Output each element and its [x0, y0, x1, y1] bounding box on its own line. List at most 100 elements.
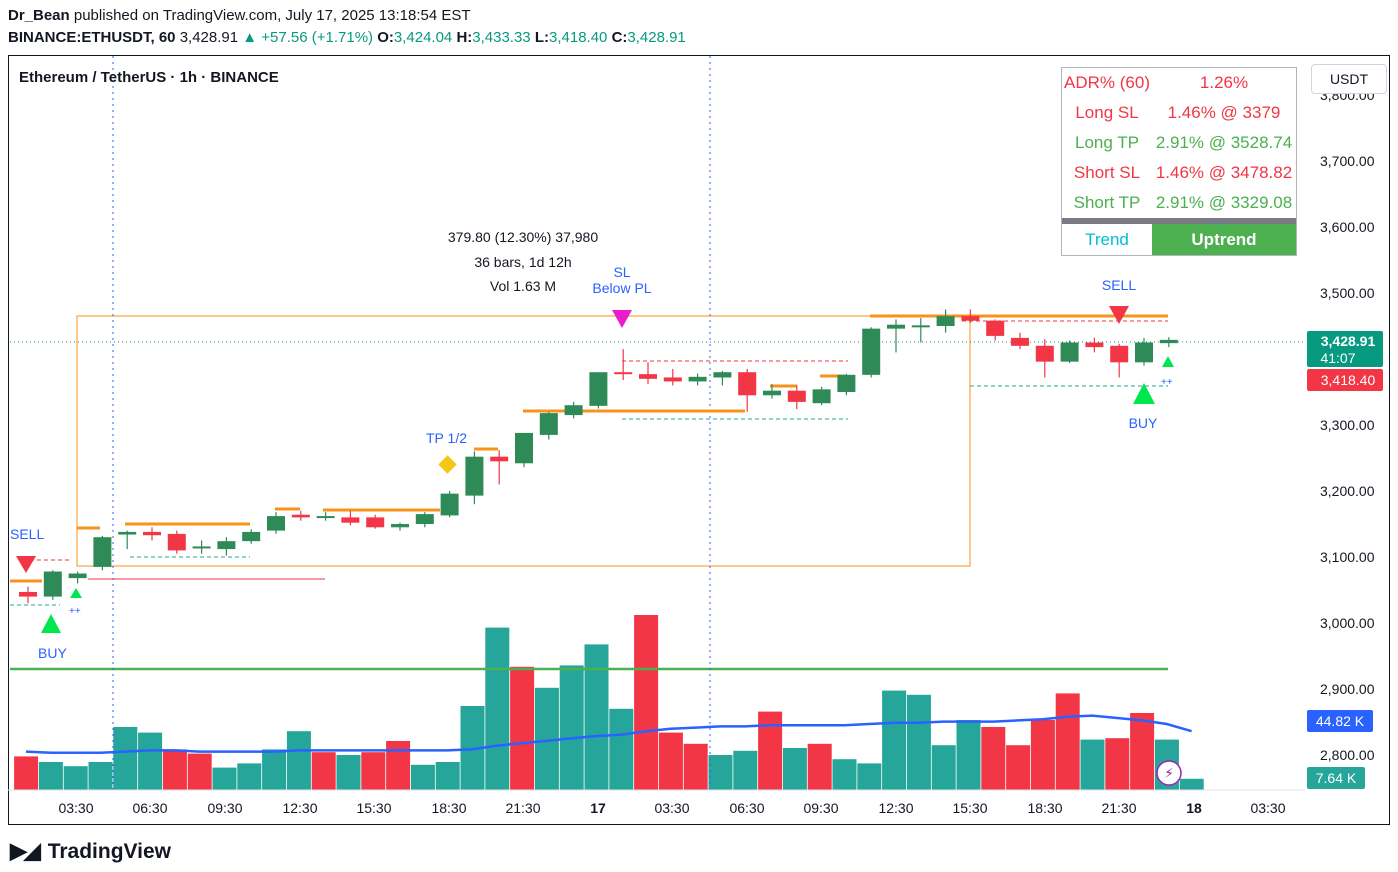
ohlc-line: BINANCE:ETHUSDT, 60 3,428.91 ▲ +57.56 (+… — [8, 29, 686, 46]
symbol-label: BINANCE:ETHUSDT, 60 — [8, 29, 176, 46]
long-sl-label: Long SL — [1075, 103, 1139, 122]
candle-body — [862, 328, 881, 375]
buy-signal-icon[interactable] — [41, 614, 61, 633]
x-tick-label: 17 — [590, 800, 606, 816]
candle-body — [564, 405, 583, 416]
candle-body — [242, 531, 261, 542]
candle-body — [688, 376, 707, 382]
candle-body — [738, 372, 757, 396]
candle-body — [19, 591, 37, 597]
volume-bar — [138, 732, 163, 790]
chart-frame[interactable] — [8, 55, 1390, 825]
vol-last-badge-value: 7.64 K — [1316, 770, 1357, 786]
sl-signal-icon[interactable] — [612, 310, 632, 328]
measure-box[interactable] — [76, 315, 971, 567]
tp-diamond-icon[interactable] — [438, 455, 457, 474]
sl-sublabel: Below PL — [592, 280, 651, 296]
volume-bar — [832, 759, 857, 790]
high-value: 3,433.33 — [472, 29, 531, 46]
volume-bar — [410, 764, 435, 790]
candle-body — [490, 456, 509, 462]
candle-body — [1085, 342, 1104, 348]
y-tick-label: 3,700.00 — [1320, 153, 1375, 169]
table-divider — [1062, 218, 1296, 224]
candle-body — [515, 432, 533, 464]
volume-bar — [634, 615, 659, 790]
sell-signal-icon[interactable] — [1109, 306, 1129, 324]
volume-bar — [1030, 720, 1055, 790]
volume-bar — [584, 644, 609, 790]
price-change: ▲ +57.56 (+1.71%) — [242, 29, 374, 46]
volume-bar — [758, 711, 783, 790]
x-tick-label: 03:30 — [654, 800, 689, 816]
high-label: H: — [456, 29, 473, 46]
tp-label: TP 1/2 — [426, 430, 467, 446]
volume-ma-line — [25, 714, 1192, 755]
buy-label: BUY — [1129, 415, 1158, 431]
volume-bar — [435, 762, 460, 790]
y-tick-label: 3,500.00 — [1320, 285, 1375, 301]
lightning-glyph-icon: ⚡ — [1164, 766, 1174, 782]
candle-body — [1110, 345, 1129, 363]
candle-body — [887, 324, 905, 329]
x-tick-label: 06:30 — [729, 800, 764, 816]
author-name[interactable]: Dr_Bean — [8, 7, 70, 24]
volume-layer — [14, 615, 1204, 790]
axis-layer: 3,800.003,700.003,600.003,500.003,400.00… — [8, 87, 1375, 816]
price-badges: 3,428.91 41:07 3,418.40 44.82 K 7.64 K ⚡ — [1156, 331, 1383, 789]
candle-body — [217, 541, 236, 550]
candle-body — [415, 514, 434, 524]
plus-label: ++ — [69, 606, 81, 617]
buy-signal-icon[interactable] — [1133, 383, 1155, 404]
volume-bar — [14, 756, 39, 790]
volume-bar — [212, 767, 237, 790]
candle-body — [986, 320, 1005, 336]
volume-bar — [237, 763, 262, 790]
volume-bar — [882, 690, 907, 790]
volume-bar — [510, 666, 535, 790]
vol-last-badge — [1307, 767, 1365, 789]
buy-label: BUY — [38, 645, 67, 661]
x-tick-label: 09:30 — [803, 800, 838, 816]
measure-line3: Vol 1.63 M — [490, 278, 556, 294]
volume-bar — [1105, 738, 1130, 790]
tradingview-logo[interactable]: ▶◢ TradingView — [10, 838, 171, 864]
tv-logo-icon: ▶◢ — [10, 838, 41, 863]
vol-ma-badge-value: 44.82 K — [1316, 713, 1365, 729]
volume-bar — [113, 727, 138, 790]
candles-layer — [19, 309, 1178, 604]
short-tp-value: 2.91% @ 3329.08 — [1155, 193, 1293, 212]
x-tick-label: 03:30 — [58, 800, 93, 816]
sell-signal-icon[interactable] — [16, 556, 36, 573]
short-sl-label: Short SL — [1073, 163, 1141, 182]
low-price-badge-value: 3,418.40 — [1321, 372, 1376, 388]
volume-bar — [683, 743, 708, 790]
volume-bar — [733, 750, 758, 790]
low-value: 3,418.40 — [549, 29, 608, 46]
short-tp-row: Short TP 2.91% @ 3329.08 — [1062, 188, 1296, 218]
volume-bar — [658, 732, 683, 790]
candle-body — [1011, 337, 1029, 346]
y-tick-label: 3,000.00 — [1320, 615, 1375, 631]
brand-name: TradingView — [47, 840, 172, 863]
close-label: C: — [611, 29, 628, 46]
candle-body — [663, 377, 682, 382]
candle-body — [192, 546, 211, 549]
candle-body — [43, 571, 62, 597]
x-tick-label: 12:30 — [878, 800, 913, 816]
lightning-icon[interactable] — [1156, 760, 1182, 786]
candle-body — [366, 517, 385, 528]
volume-bar — [386, 741, 411, 790]
adr-table: ADR% (60) 1.26% Long SL 1.46% @ 3379 Lon… — [1061, 67, 1297, 256]
volume-bar — [1006, 745, 1031, 790]
y-tick-label: 3,200.00 — [1320, 483, 1375, 499]
candle-body — [391, 524, 409, 528]
drawing-layer — [10, 56, 1305, 790]
legend-title: Ethereum / TetherUS · 1h · BINANCE — [19, 69, 279, 86]
currency-button[interactable]: USDT — [1311, 64, 1387, 94]
add-signal-icon — [1162, 356, 1174, 367]
open-label: O: — [377, 29, 394, 46]
publish-info: Dr_Bean published on TradingView.com, Ju… — [8, 7, 471, 24]
candle-body — [639, 374, 657, 379]
